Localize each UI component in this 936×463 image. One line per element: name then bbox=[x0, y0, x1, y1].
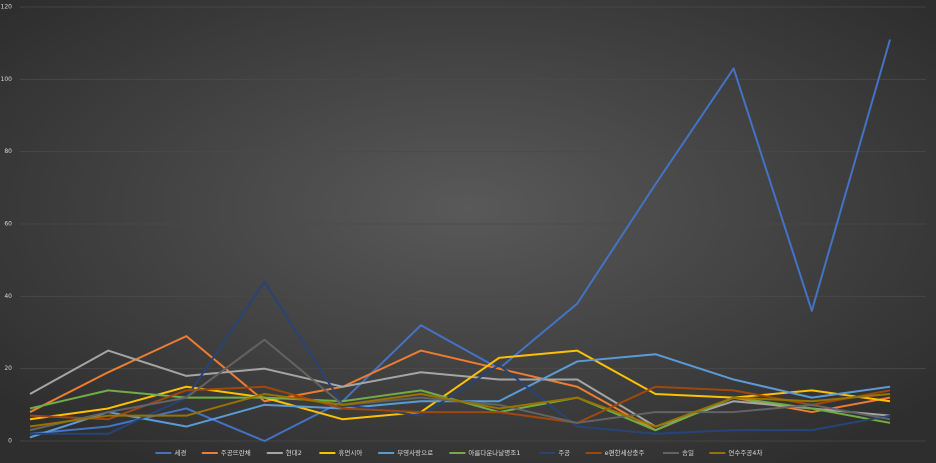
legend-label: 부영사랑으로 bbox=[397, 448, 433, 457]
y-tick-label: 40 bbox=[4, 293, 12, 300]
legend-label: 세경 bbox=[174, 448, 186, 457]
y-tick-label: 80 bbox=[4, 148, 12, 155]
legend-label: 현대2 bbox=[286, 449, 302, 457]
y-tick-label: 20 bbox=[4, 365, 12, 372]
y-tick-label: 100 bbox=[1, 76, 13, 83]
series-line bbox=[29, 349, 891, 421]
series-line bbox=[30, 280, 891, 435]
grid: 0 20 40 60 80 100 120 bbox=[1, 4, 926, 445]
lines bbox=[29, 39, 891, 442]
y-tick-label: 60 bbox=[4, 221, 12, 228]
series-line bbox=[29, 392, 891, 428]
legend-label: 연수주공4차 bbox=[728, 448, 762, 457]
legend-label: 아름다운나날명조1 bbox=[468, 448, 520, 457]
legend-label: 휴먼시아 bbox=[338, 448, 362, 457]
legend-label: 주공 bbox=[558, 449, 570, 457]
legend-label: 송일 bbox=[682, 448, 694, 457]
series-line bbox=[29, 39, 891, 442]
series-line bbox=[29, 385, 891, 424]
series-line bbox=[29, 349, 891, 428]
legend: 세경 주공뜨란채 현대2 휴먼시아 부영사랑으로 아름다운나날명조1 주공 e편한세상충주 송일… bbox=[155, 448, 762, 457]
legend-label: e편한세상충주 bbox=[605, 448, 645, 457]
y-tick-label: 0 bbox=[8, 438, 12, 445]
legend-label: 주공뜨란채 bbox=[221, 449, 251, 457]
y-tick-label: 120 bbox=[1, 4, 13, 11]
